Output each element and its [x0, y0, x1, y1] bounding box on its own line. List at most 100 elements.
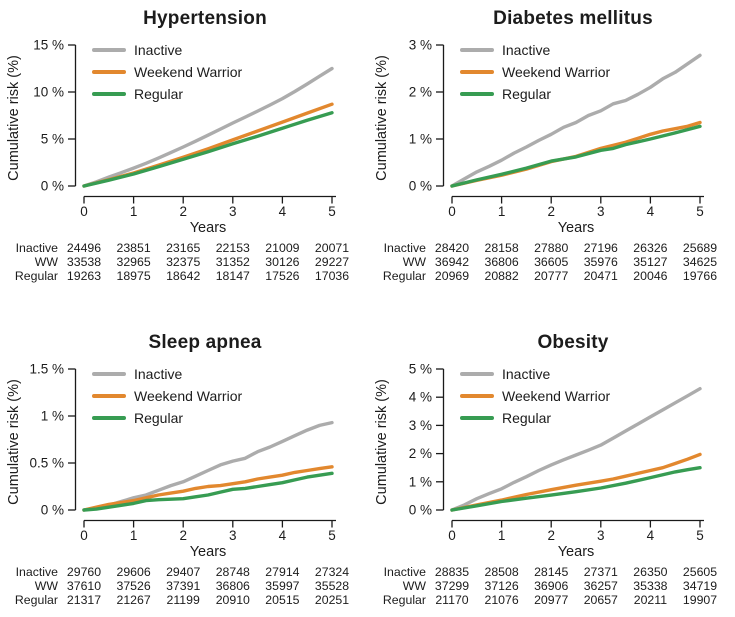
risk-value: 28835: [435, 565, 469, 579]
y-axis-label: Cumulative risk (%): [6, 379, 22, 505]
x-tick-label: 4: [647, 528, 655, 543]
x-tick-label: 5: [328, 528, 336, 543]
series-line-regular: [82, 110, 334, 188]
x-axis-label: Years: [558, 220, 595, 236]
x-tick-label: 1: [130, 204, 138, 219]
x-tick-label: 1: [498, 204, 506, 219]
risk-table-row-regular: Regular 19263 18975 18642 18147 17526 17036: [15, 269, 349, 283]
risk-value: 22153: [216, 241, 250, 255]
y-tick-label: 0 %: [41, 503, 64, 518]
risk-table-row-regular: Regular 20969 20882 20777 20471 20046 19766: [383, 269, 717, 283]
risk-value: 28508: [484, 565, 518, 579]
panel-obesity: Obesity Cumulative risk (%) 0 % 1 % 2 % 3 % 4 …: [368, 324, 735, 617]
series-line-weekend-warrior: [82, 465, 334, 512]
y-tick-label: 10 %: [33, 85, 64, 100]
legend-label: Regular: [134, 86, 183, 102]
legend-label: Regular: [502, 410, 551, 426]
risk-row-label: WW: [403, 255, 427, 269]
risk-value: 27914: [265, 565, 299, 579]
risk-value: 25605: [683, 565, 717, 579]
risk-row-label: Regular: [383, 593, 426, 607]
risk-value: 20471: [584, 269, 618, 283]
y-axis-label: Cumulative risk (%): [374, 55, 390, 181]
risk-value: 35127: [633, 255, 667, 269]
risk-table-row-ww: WW 37299 37126 36906 36257 35338 34719: [403, 579, 717, 593]
x-tick-label: 5: [328, 204, 336, 219]
risk-value: 25689: [683, 241, 717, 255]
chart-title: Sleep apnea: [148, 332, 261, 353]
x-tick-label: 3: [229, 528, 237, 543]
x-tick-label: 0: [80, 528, 88, 543]
y-tick-label: 0 %: [409, 503, 432, 518]
risk-row-label: Regular: [15, 593, 58, 607]
legend-label: Weekend Warrior: [134, 388, 242, 404]
risk-value: 20777: [534, 269, 568, 283]
risk-value: 29606: [116, 565, 150, 579]
risk-value: 21170: [435, 593, 468, 607]
legend-label: Inactive: [502, 42, 550, 58]
risk-row-label: Inactive: [16, 241, 59, 255]
y-tick-label: 1 %: [409, 474, 432, 489]
risk-row-label: Inactive: [384, 241, 427, 255]
y-axis-label: Cumulative risk (%): [6, 55, 22, 181]
x-tick-label: 4: [647, 204, 655, 219]
risk-row-label: Inactive: [16, 565, 59, 579]
legend-label: Inactive: [134, 366, 182, 382]
x-tick-label: 0: [448, 528, 456, 543]
risk-value: 19263: [67, 269, 101, 283]
x-tick-label: 4: [279, 528, 287, 543]
risk-value: 34625: [683, 255, 717, 269]
risk-table-row-inactive: Inactive 28835 28508 28145 27371 26350 25605: [384, 565, 718, 579]
risk-value: 34719: [683, 579, 717, 593]
risk-value: 20977: [534, 593, 568, 607]
legend-label: Inactive: [502, 366, 550, 382]
risk-table-row-ww: WW 33538 32965 32375 31352 30126 29227: [35, 255, 349, 269]
x-tick-label: 3: [597, 204, 605, 219]
chart-svg-diabetes-mellitus: Diabetes mellitus Cumulative risk (%) 0 % 1…: [374, 8, 718, 283]
risk-value: 36942: [435, 255, 469, 269]
series-line-inactive: [450, 386, 702, 512]
risk-value: 28145: [534, 565, 568, 579]
risk-value: 21199: [167, 593, 200, 607]
legend-label: Weekend Warrior: [134, 64, 242, 80]
risk-table-row-ww: WW 36942 36806 36605 35976 35127 34625: [403, 255, 717, 269]
risk-value: 27324: [315, 565, 349, 579]
x-tick-label: 5: [696, 204, 704, 219]
risk-value: 20211: [634, 593, 667, 607]
risk-table-row-inactive: Inactive 28420 28158 27880 27196 26326 25689: [384, 241, 718, 255]
risk-value: 26350: [633, 565, 667, 579]
panel-diabetes-mellitus: Diabetes mellitus Cumulative risk (%) 0 % 1…: [368, 0, 735, 293]
chart-svg-obesity: Obesity Cumulative risk (%) 0 % 1 % 2 % 3 % 4 …: [374, 332, 718, 607]
risk-value: 24496: [67, 241, 101, 255]
series-line-regular: [450, 465, 702, 512]
risk-value: 35528: [315, 579, 349, 593]
chart-svg-sleep-apnea: Sleep apnea Cumulative risk (%) 0 % 0.5 % 1 …: [6, 332, 350, 607]
risk-value: 36806: [484, 255, 518, 269]
panel-sleep-apnea: Sleep apnea Cumulative risk (%) 0 % 0.5 % 1 …: [0, 324, 368, 617]
y-tick-label: 0.5 %: [29, 456, 64, 471]
risk-value: 27196: [584, 241, 618, 255]
risk-value: 27371: [584, 565, 618, 579]
series-line-inactive: [450, 53, 702, 188]
risk-value: 29760: [67, 565, 101, 579]
x-tick-label: 0: [448, 204, 456, 219]
chart-svg-hypertension: Hypertension Cumulative risk (%) 0 % 5 % 10 …: [6, 8, 349, 283]
risk-value: 19766: [683, 269, 717, 283]
y-tick-label: 1.5 %: [29, 362, 64, 377]
y-tick-label: 2 %: [409, 446, 432, 461]
risk-value: 33538: [67, 255, 101, 269]
risk-row-label: WW: [35, 579, 59, 593]
risk-value: 23851: [116, 241, 150, 255]
risk-value: 27880: [534, 241, 568, 255]
risk-value: 29227: [315, 255, 349, 269]
risk-table-row-inactive: Inactive 29760 29606 29407 28748 27914 27324: [16, 565, 350, 579]
risk-table-row-regular: Regular 21317 21267 21199 20910 20515 20251: [15, 593, 349, 607]
risk-value: 37391: [166, 579, 200, 593]
x-axis-label: Years: [190, 220, 227, 236]
y-tick-label: 0 %: [41, 179, 64, 194]
risk-value: 28420: [435, 241, 469, 255]
risk-value: 35338: [633, 579, 667, 593]
risk-value: 17526: [265, 269, 299, 283]
risk-value: 37526: [116, 579, 150, 593]
